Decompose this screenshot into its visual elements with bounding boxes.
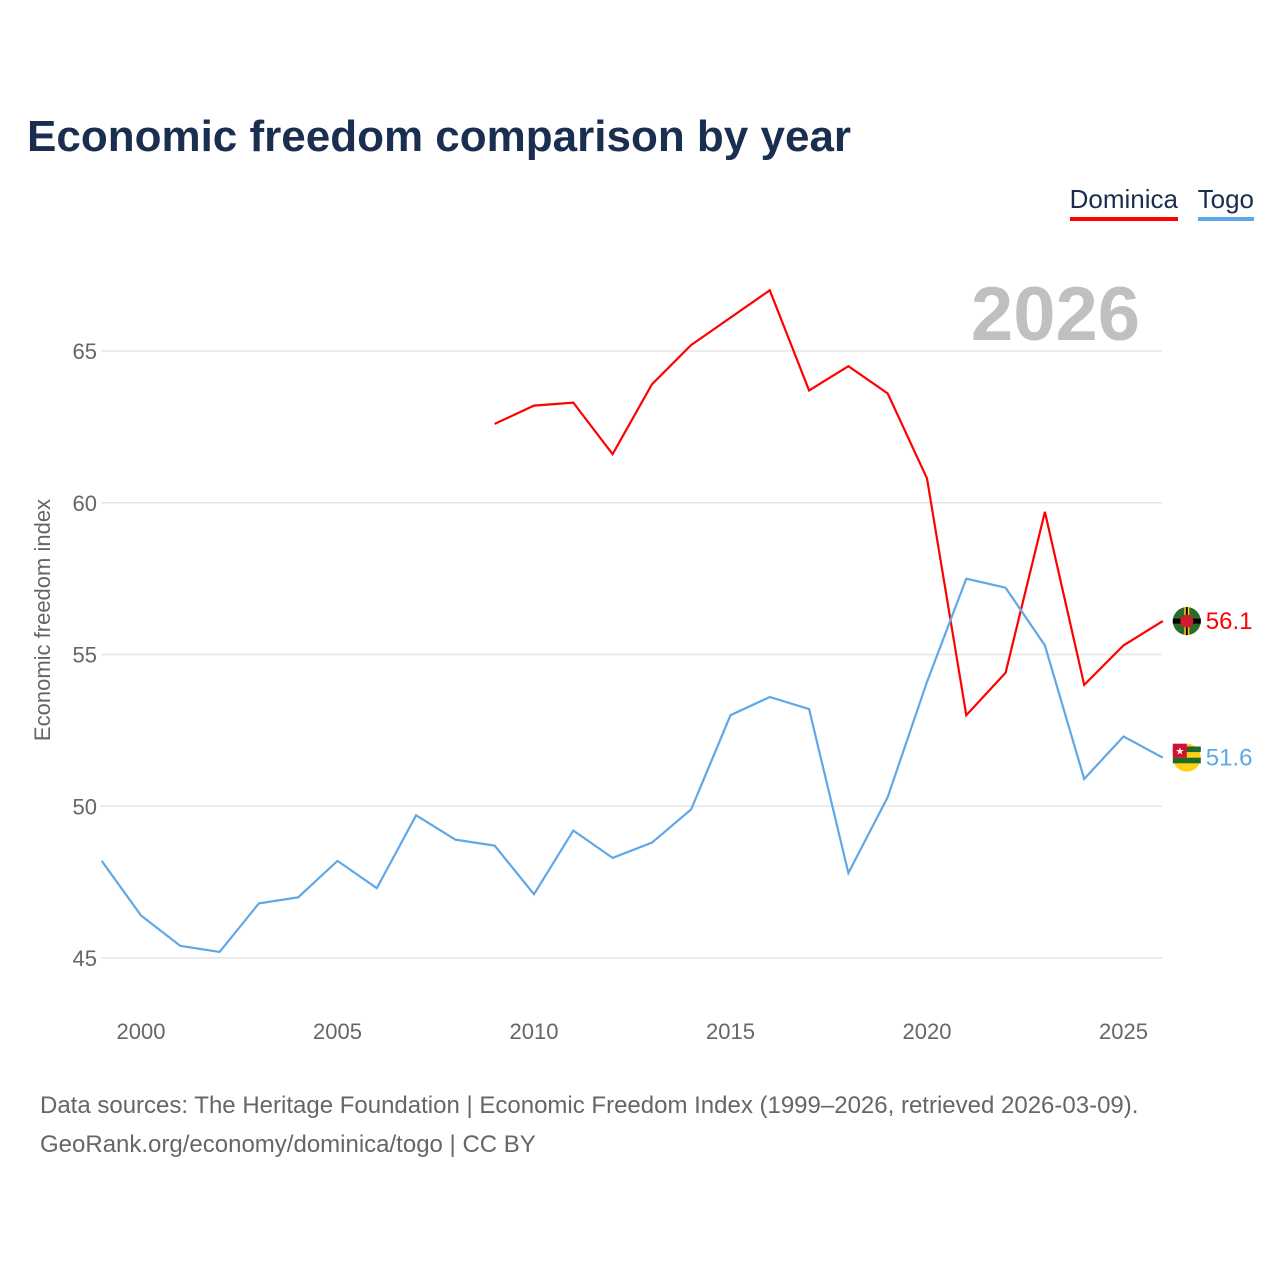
x-tick-label: 2000 [117, 1019, 166, 1044]
x-tick-label: 2005 [313, 1019, 362, 1044]
legend-dominica[interactable]: Dominica [1069, 184, 1178, 221]
x-tick-label: 2025 [1099, 1019, 1148, 1044]
x-tick-label: 2010 [510, 1019, 559, 1044]
legend-togo[interactable]: Togo [1197, 184, 1254, 221]
series-line-dominica [494, 288, 1164, 718]
y-tick-label: 60 [73, 491, 97, 516]
chart-title: Economic freedom comparison by year [27, 112, 852, 161]
source-text: Data sources: The Heritage Foundation | … [40, 1092, 1139, 1119]
year-watermark: 2026 [971, 272, 1140, 357]
y-tick-label: 55 [73, 643, 97, 668]
y-axis-label: Economic freedom index [30, 499, 55, 741]
x-tick-label: 2020 [903, 1019, 952, 1044]
y-tick-label: 45 [73, 946, 97, 971]
source-link[interactable]: GeoRank.org/economy/dominica/togo | CC B… [40, 1131, 536, 1158]
x-tick-label: 2015 [706, 1019, 755, 1044]
series-line-togo [100, 577, 1164, 954]
flag-dominica-icon [1172, 607, 1201, 636]
y-tick-label: 50 [73, 794, 97, 819]
end-value-label: 56.1 [1206, 608, 1253, 635]
end-value-label: 51.6 [1206, 745, 1253, 772]
y-tick-label: 65 [73, 339, 97, 364]
footer: Data sources: The Heritage Foundation | … [40, 1086, 1138, 1164]
flag-togo-icon: ★ [1172, 743, 1201, 772]
svg-text:★: ★ [1175, 747, 1184, 758]
